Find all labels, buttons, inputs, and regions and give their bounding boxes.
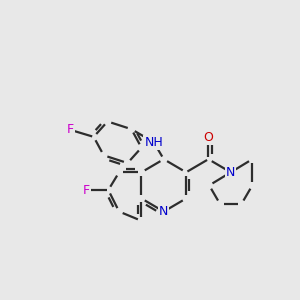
Text: N: N xyxy=(226,166,236,179)
Text: N: N xyxy=(159,205,168,218)
Text: F: F xyxy=(67,123,74,136)
Text: O: O xyxy=(203,131,213,144)
Text: NH: NH xyxy=(144,136,163,149)
Text: F: F xyxy=(82,184,90,196)
